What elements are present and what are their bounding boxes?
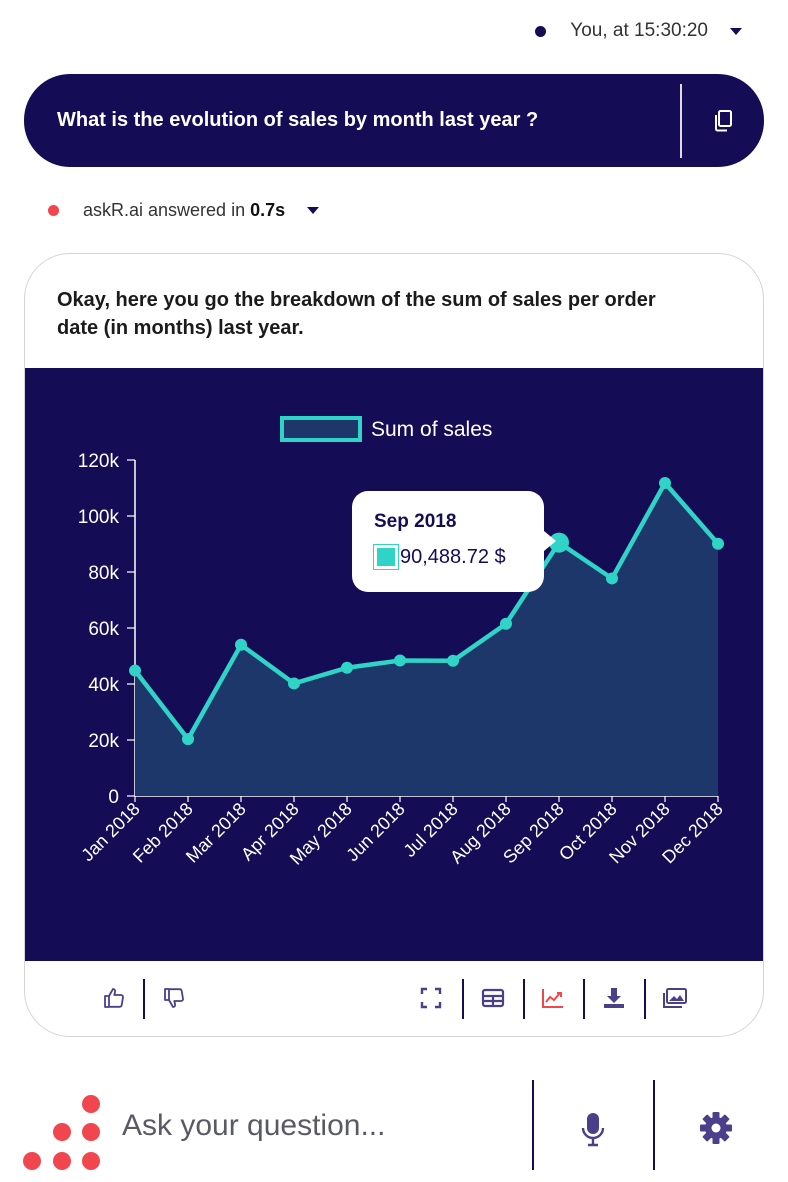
- question-composer: [0, 1080, 788, 1180]
- microphone-icon: [581, 1113, 605, 1147]
- copy-button[interactable]: [682, 74, 764, 167]
- y-tick-label: 40k: [88, 675, 119, 696]
- answer-text: Okay, here you go the breakdown of the s…: [57, 289, 656, 339]
- question-text: What is the evolution of sales by month …: [57, 109, 539, 131]
- chevron-down-icon[interactable]: [730, 27, 742, 35]
- download-button[interactable]: [599, 983, 629, 1013]
- y-tick-label: 120k: [78, 451, 120, 472]
- user-meta-label: You, at 15:30:20: [570, 20, 708, 41]
- table-view-button[interactable]: [478, 983, 508, 1013]
- settings-button[interactable]: [696, 1108, 736, 1148]
- answer-duration: 0.7s: [250, 200, 286, 220]
- x-tick-label: Jun 2018: [342, 799, 409, 866]
- table-icon: [481, 988, 505, 1008]
- data-point[interactable]: [235, 638, 247, 651]
- y-tick-label: 80k: [88, 563, 119, 584]
- chart-view-button[interactable]: [538, 983, 568, 1013]
- series-area: [135, 482, 718, 796]
- thumbs-down-button[interactable]: [159, 983, 189, 1013]
- tooltip-row: 90,488.72 $: [373, 544, 506, 570]
- thumbs-up-button[interactable]: [99, 983, 129, 1013]
- image-icon: [663, 988, 687, 1008]
- y-tick-label: 60k: [88, 619, 119, 640]
- answer-card: Okay, here you go the breakdown of the s…: [24, 253, 764, 1037]
- user-message-meta[interactable]: You, at 15:30:20: [535, 20, 742, 42]
- answer-meta-prefix: askR.ai answered in: [83, 200, 246, 220]
- answer-toolbar: [25, 961, 763, 1036]
- data-point[interactable]: [341, 661, 353, 674]
- y-tick-label: 0: [108, 787, 119, 808]
- composer-divider: [532, 1080, 534, 1170]
- legend-label[interactable]: Sum of sales: [371, 418, 492, 441]
- toolbar-divider: [143, 979, 145, 1019]
- series-line: [133, 480, 720, 742]
- data-point[interactable]: [447, 654, 459, 667]
- composer-divider: [653, 1080, 655, 1170]
- y-tick-label: 20k: [88, 731, 119, 752]
- download-icon: [604, 988, 624, 1008]
- thumbs-down-icon: [164, 988, 184, 1008]
- microphone-button[interactable]: [575, 1110, 611, 1150]
- data-point[interactable]: [659, 476, 671, 489]
- gear-icon: [700, 1112, 732, 1144]
- user-dot-icon: [535, 25, 547, 37]
- y-tick-label: 100k: [78, 507, 120, 528]
- question-input[interactable]: [122, 1104, 522, 1148]
- data-point[interactable]: [500, 617, 512, 630]
- toolbar-divider: [462, 979, 464, 1019]
- question-bubble: What is the evolution of sales by month …: [24, 74, 764, 167]
- question-divider: [680, 83, 682, 158]
- copy-icon: [715, 109, 732, 131]
- data-point[interactable]: [129, 664, 141, 677]
- chart-container: Sum of sales 0 20k 40k 60k 80k 100k 120k Jan 2…: [25, 368, 763, 961]
- thumbs-up-icon: [104, 988, 124, 1008]
- data-point[interactable]: [394, 654, 406, 667]
- chevron-down-icon[interactable]: [307, 207, 320, 214]
- toolbar-divider: [583, 979, 585, 1019]
- tooltip-value: 90,488.72 $: [400, 545, 506, 568]
- toolbar-divider: [644, 979, 646, 1019]
- data-point[interactable]: [712, 537, 724, 550]
- chart-tooltip: Sep 2018 90,488.72 $: [352, 491, 556, 592]
- export-image-button[interactable]: [660, 983, 690, 1013]
- bot-dot-icon: [48, 205, 59, 216]
- answer-meta[interactable]: askR.ai answered in 0.7s: [48, 200, 320, 221]
- fullscreen-icon: [420, 987, 442, 1009]
- data-point[interactable]: [606, 572, 618, 585]
- line-chart-icon: [542, 989, 563, 1008]
- data-point[interactable]: [288, 677, 300, 690]
- data-point[interactable]: [182, 733, 194, 746]
- legend-swatch: [280, 416, 362, 442]
- tooltip-title: Sep 2018: [374, 511, 457, 532]
- askr-logo-icon: [23, 1095, 100, 1170]
- toolbar-divider: [523, 979, 525, 1019]
- fullscreen-button[interactable]: [416, 983, 446, 1013]
- tooltip-swatch: [373, 544, 399, 570]
